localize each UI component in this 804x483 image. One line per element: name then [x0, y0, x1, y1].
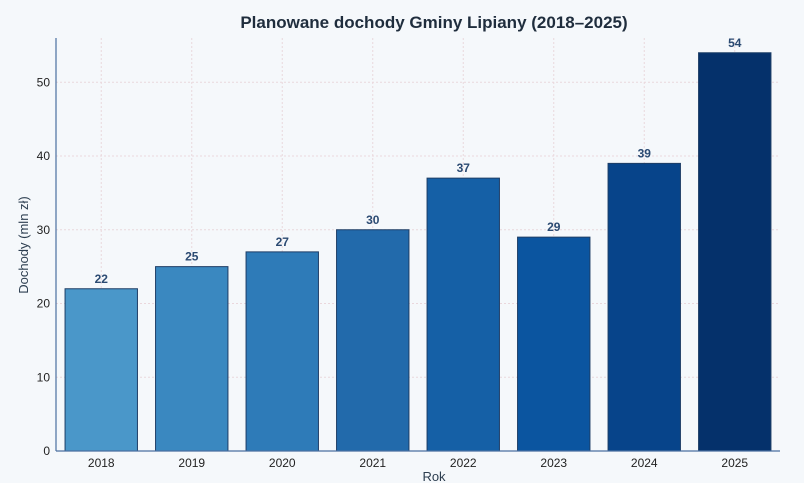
bar-2020: [245, 251, 319, 452]
x-axis-label: Rok: [422, 469, 446, 483]
bar-2019: [155, 266, 229, 452]
x-tick-label: 2021: [359, 456, 386, 470]
x-tick-label: 2023: [540, 456, 567, 470]
data-label-2018: 22: [95, 272, 109, 286]
x-tick-label: 2019: [178, 456, 205, 470]
bars-layer: [64, 52, 772, 452]
x-tick-label: 2020: [269, 456, 296, 470]
bar-2025: [698, 52, 772, 452]
y-tick-label: 20: [37, 297, 51, 311]
data-label-2024: 39: [638, 146, 652, 160]
data-label-2023: 29: [547, 220, 561, 234]
y-tick-label: 40: [37, 149, 51, 163]
y-tick-label: 30: [37, 223, 51, 237]
y-axis-label: Dochody (mln zł): [16, 196, 31, 294]
data-labels-layer: 22 25 27 30 37 29 39 54: [95, 36, 742, 286]
y-tick-label: 10: [37, 370, 51, 384]
x-tick-label: 2018: [88, 456, 115, 470]
bar-2018: [64, 288, 138, 452]
x-tick-label: 2022: [450, 456, 477, 470]
bar-2023: [517, 236, 591, 452]
y-tick-label: 50: [37, 75, 51, 89]
data-label-2020: 27: [276, 235, 290, 249]
data-label-2025: 54: [728, 36, 742, 50]
data-label-2022: 37: [457, 161, 471, 175]
data-label-2021: 30: [366, 213, 380, 227]
x-tick-label: 2025: [721, 456, 748, 470]
bar-2022: [426, 177, 500, 452]
ticks-layer: 0 10 20 30 40 50 2018 2019 2020 2021 2022 2023 2024 2…: [37, 75, 749, 470]
chart-title: Planowane dochody Gminy Lipiany (2018–20…: [240, 13, 627, 32]
bar-2021: [336, 229, 410, 452]
bar-2024: [607, 162, 681, 452]
x-tick-label: 2024: [631, 456, 658, 470]
y-tick-label: 0: [43, 444, 50, 458]
data-label-2019: 25: [185, 250, 199, 264]
